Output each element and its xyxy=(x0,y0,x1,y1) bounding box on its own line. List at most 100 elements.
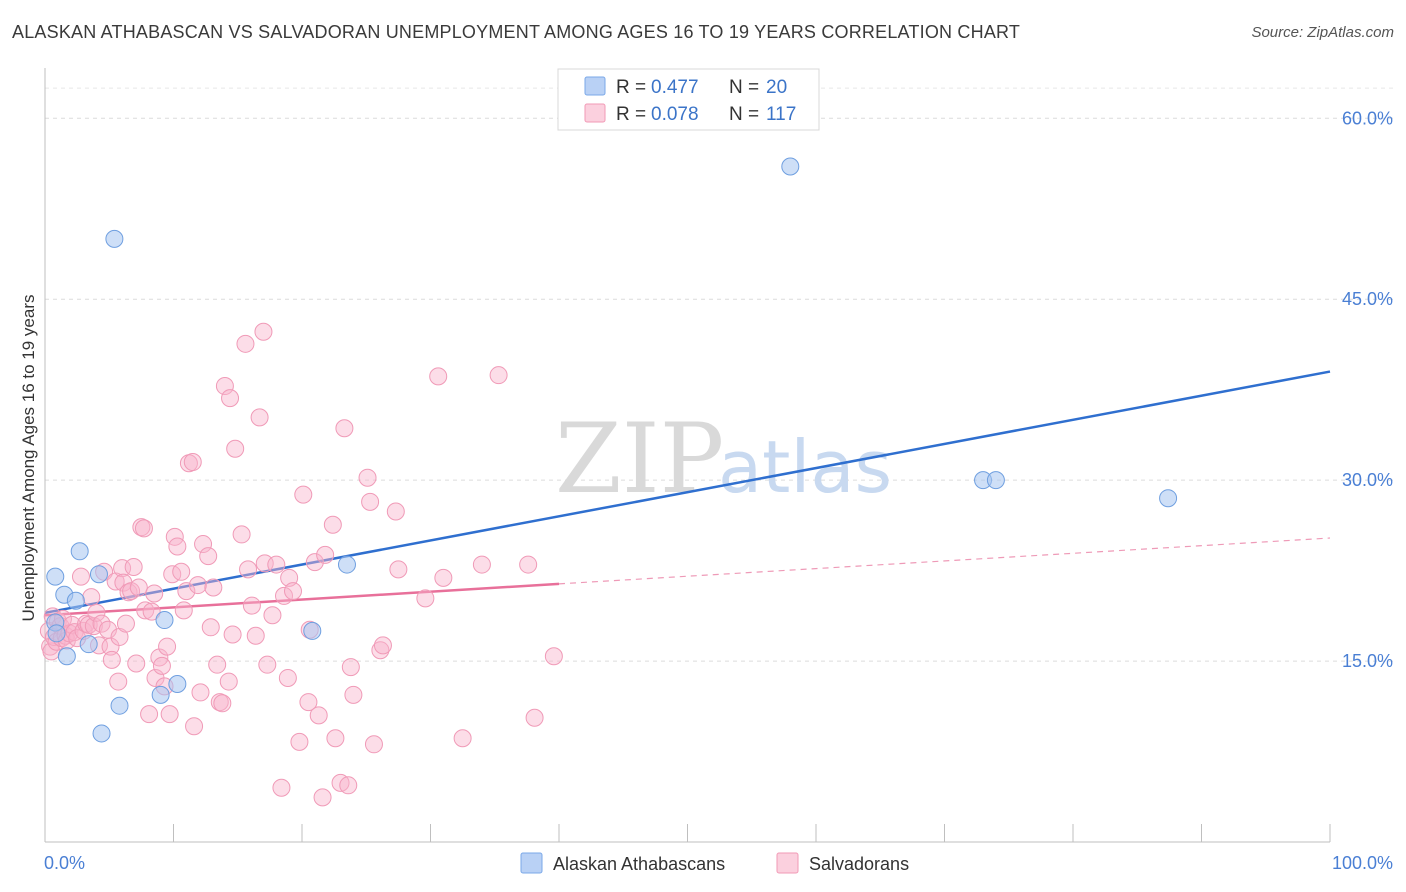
salvadoran-point xyxy=(429,367,448,386)
athabascan-point xyxy=(47,624,66,643)
salvadoran-point xyxy=(339,776,358,795)
salvadoran-point xyxy=(87,603,106,622)
salvadoran-point xyxy=(232,525,251,544)
salvadoran-point xyxy=(361,492,380,511)
athabascan-point xyxy=(337,555,356,574)
athabascan-point xyxy=(1159,489,1178,508)
salvadoran-point xyxy=(309,706,328,725)
athabascan-point xyxy=(89,565,108,584)
salvadoran-point xyxy=(223,625,242,644)
salvadoran-point xyxy=(110,627,129,646)
athabascan-trend-line xyxy=(44,370,1331,615)
salvadoran-point xyxy=(71,567,90,586)
salvadoran-point xyxy=(213,694,232,713)
legend-r-value-athabascan: 0.477 xyxy=(651,77,699,98)
salvadoran-point xyxy=(258,655,277,674)
x-tick-label-min: 0.0% xyxy=(44,853,85,873)
athabascan-point xyxy=(151,685,170,704)
salvadoran-point xyxy=(239,560,258,579)
salvadoran-point xyxy=(344,685,363,704)
salvadoran-point xyxy=(242,596,261,615)
salvadoran-point xyxy=(191,683,210,702)
athabascan-point xyxy=(66,591,85,610)
athabascan-point xyxy=(781,157,800,176)
salvadoran-point xyxy=(152,656,171,675)
salvadoran-point xyxy=(489,366,508,385)
legend-r-label-salvadoran: R = xyxy=(616,104,646,125)
salvadoran-point xyxy=(194,535,213,554)
salvadoran-point xyxy=(246,626,265,645)
salvadoran-point xyxy=(255,554,274,573)
salvadoran-point xyxy=(416,589,435,608)
x-tick-label-max: 100.0% xyxy=(1332,853,1393,873)
axes xyxy=(44,68,1331,843)
salvadoran-point xyxy=(364,735,383,754)
athabascan-points xyxy=(46,157,1178,743)
athabascan-point xyxy=(110,696,129,715)
salvadoran-point xyxy=(341,658,360,677)
salvadoran-point xyxy=(113,559,132,578)
salvadoran-point xyxy=(185,717,204,736)
series-legend-label-salvadoran: Salvadorans xyxy=(809,854,909,874)
series-legend: Alaskan Athabascans Salvadorans xyxy=(520,852,909,874)
salvadoran-point xyxy=(204,578,223,597)
series-legend-label-athabascan: Alaskan Athabascans xyxy=(553,854,725,874)
y-tick-label: 15.0% xyxy=(1342,651,1393,671)
salvadoran-point xyxy=(177,582,196,601)
y-axis-label: Unemployment Among Ages 16 to 19 years xyxy=(19,295,38,622)
salvadoran-point xyxy=(290,732,309,751)
salvadoran-point xyxy=(134,519,153,538)
salvadoran-point xyxy=(129,578,148,597)
salvadoran-point xyxy=(136,601,155,620)
legend-swatch-salvadoran xyxy=(584,103,606,123)
salvadoran-point xyxy=(116,614,135,633)
salvadoran-point xyxy=(106,572,125,591)
salvadoran-point xyxy=(158,637,177,656)
salvadoran-point xyxy=(386,502,405,521)
salvadoran-point xyxy=(168,537,187,556)
salvadoran-point xyxy=(358,468,377,487)
legend-r-label-athabascan: R = xyxy=(616,77,646,98)
salvadoran-point xyxy=(215,377,234,396)
salvadoran-point xyxy=(201,618,220,637)
salvadoran-point xyxy=(221,389,240,408)
salvadoran-point xyxy=(389,560,408,579)
athabascan-point xyxy=(155,611,174,630)
legend-n-label-salvadoran: N = xyxy=(729,104,759,125)
legend-r-value-salvadoran: 0.078 xyxy=(651,104,699,125)
salvadoran-point xyxy=(278,668,297,687)
salvadoran-point xyxy=(280,568,299,587)
y-tick-label: 45.0% xyxy=(1342,289,1393,309)
salvadoran-point xyxy=(236,334,255,353)
salvadoran-point xyxy=(82,588,101,607)
salvadoran-point xyxy=(373,636,392,655)
salvadoran-point xyxy=(183,453,202,472)
salvadoran-point xyxy=(263,606,282,625)
y-tick-label: 60.0% xyxy=(1342,108,1393,128)
salvadoran-point xyxy=(326,729,345,748)
salvadoran-point xyxy=(226,439,245,458)
salvadoran-point xyxy=(305,553,324,572)
salvadoran-point xyxy=(299,693,318,712)
salvadoran-point xyxy=(172,562,191,581)
athabascan-point xyxy=(79,635,98,654)
salvadoran-point xyxy=(323,515,342,534)
salvadoran-point xyxy=(160,705,179,724)
y-tick-label: 30.0% xyxy=(1342,470,1393,490)
salvadoran-point xyxy=(434,568,453,587)
salvadoran-points xyxy=(39,322,563,807)
salvadoran-point xyxy=(272,778,291,797)
salvadoran-point xyxy=(145,584,164,603)
correlation-legend: R = 0.477 N = 20 R = 0.078 N = 117 xyxy=(557,68,820,131)
athabascan-point xyxy=(46,567,65,586)
legend-n-label-athabascan: N = xyxy=(729,77,759,98)
salvadoran-point xyxy=(472,555,491,574)
salvadoran-point xyxy=(124,557,143,576)
salvadoran-point xyxy=(525,708,544,727)
y-tick-labels: 15.0% 30.0% 45.0% 60.0% xyxy=(1342,108,1393,671)
legend-swatch-athabascan xyxy=(584,76,606,96)
salvadoran-point xyxy=(109,672,128,691)
salvadoran-point xyxy=(208,655,227,674)
athabascan-point xyxy=(105,229,124,248)
salvadoran-point xyxy=(294,485,313,504)
